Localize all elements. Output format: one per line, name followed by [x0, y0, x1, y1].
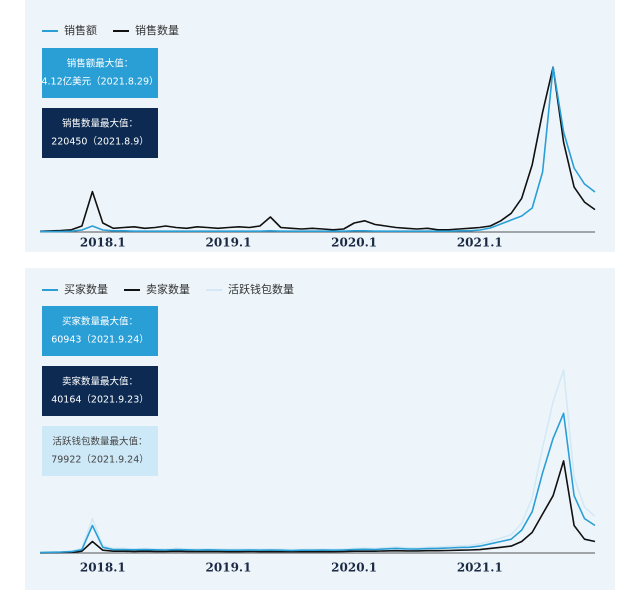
- annotation-text: 买家数量最大值：: [62, 316, 138, 328]
- annotation-text: 220450（2021.8.9）: [51, 136, 149, 148]
- annotation-text: 活跃钱包数量最大值：: [52, 436, 147, 448]
- series-line: [40, 66, 596, 233]
- x-tick-label: 2021.1: [457, 561, 503, 575]
- annotation-text: 60943（2021.9.24）: [51, 334, 149, 346]
- series-line: [39, 460, 596, 554]
- series-line: [39, 369, 596, 554]
- x-tick-label: 2021.1: [457, 236, 503, 250]
- x-tick-label: 2020.1: [331, 561, 377, 575]
- annotation-box: [42, 306, 158, 356]
- annotation-text: 79922（2021.9.24）: [51, 454, 149, 466]
- x-tick-label: 2018.1: [80, 236, 126, 250]
- series-line: [39, 66, 596, 233]
- x-tick-label: 2019.1: [206, 561, 252, 575]
- series-line: [39, 412, 596, 554]
- x-tick-label: 2018.1: [80, 561, 126, 575]
- annotation-text: 40164（2021.9.23）: [51, 394, 149, 406]
- legend-label: 活跃钱包数量: [228, 282, 294, 296]
- x-tick-label: 2020.1: [331, 236, 377, 250]
- annotation-box: [42, 48, 158, 98]
- annotation-box: [42, 366, 158, 416]
- legend-label: 销售额: [64, 23, 97, 37]
- annotation-text: 卖家数量最大值：: [62, 376, 138, 388]
- annotation-text: 销售数量最大值：: [62, 118, 138, 130]
- annotation-box: [42, 426, 158, 476]
- x-tick-label: 2019.1: [206, 236, 252, 250]
- annotation-text: 销售额最大值：: [67, 58, 134, 70]
- legend-label: 销售数量: [135, 23, 179, 37]
- legend-label: 买家数量: [64, 282, 108, 296]
- annotation-text: 4.12亿美元（2021.8.29）: [41, 76, 158, 88]
- annotation-box: [42, 108, 158, 158]
- legend-label: 卖家数量: [146, 282, 190, 296]
